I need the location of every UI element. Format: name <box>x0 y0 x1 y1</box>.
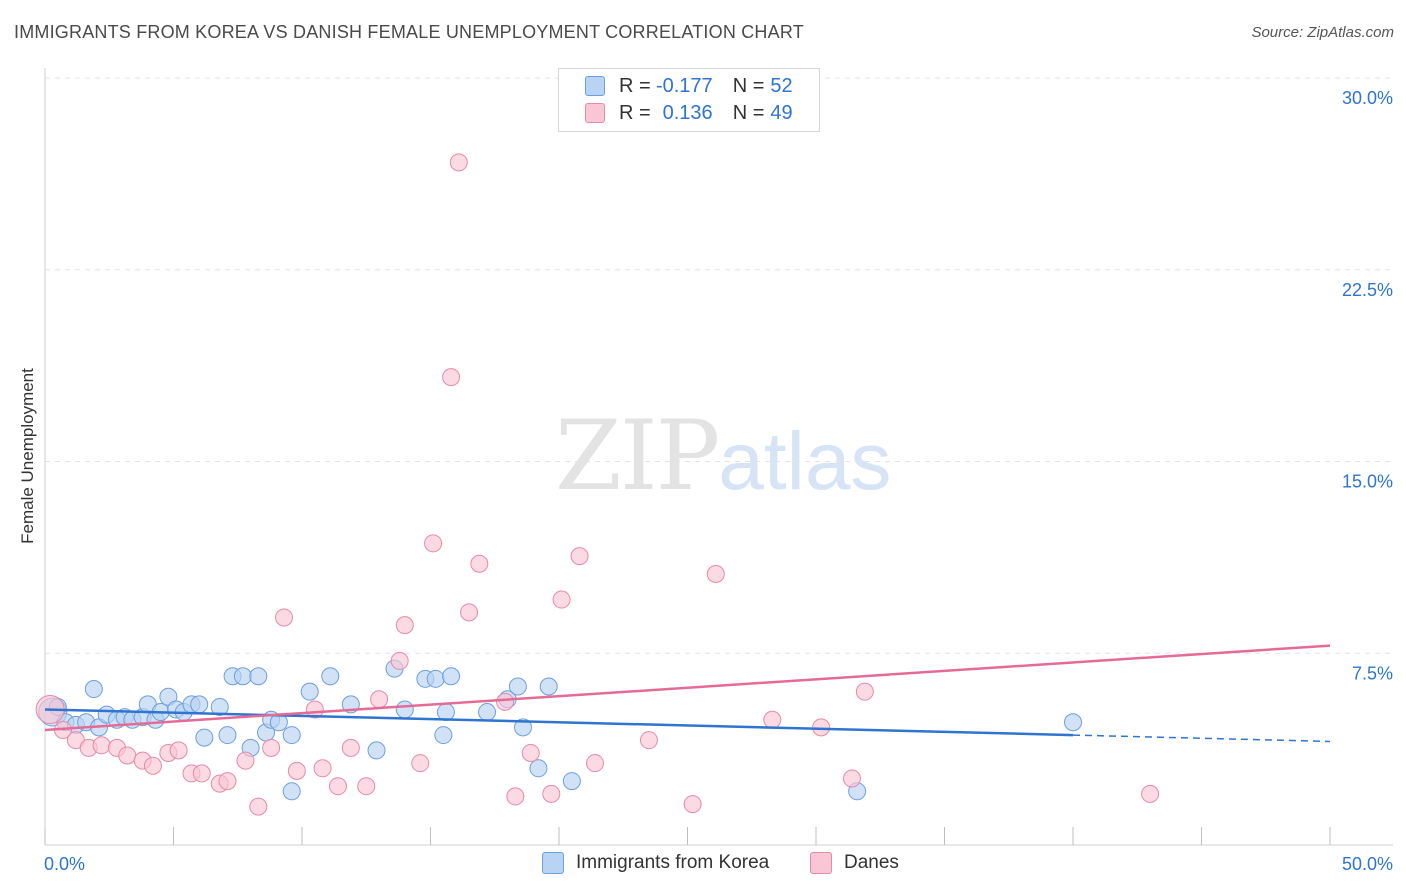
korea-point <box>508 677 527 696</box>
series-legend-label-danes: Danes <box>844 852 899 873</box>
korea-point <box>195 728 214 747</box>
legend-r-value-korea: -0.177 <box>655 74 713 97</box>
danes-point <box>218 772 237 791</box>
correlation-legend: R = -0.177 N = 52 R = 0.136 N = 49 <box>558 68 820 132</box>
y-tick-label: 30.0% <box>1342 88 1393 108</box>
korea-point <box>300 682 319 701</box>
korea-point <box>426 669 445 688</box>
korea-point <box>514 718 533 737</box>
danes-point <box>552 590 571 609</box>
danes-point <box>496 692 515 711</box>
korea-point <box>478 703 497 722</box>
korea-point <box>539 677 558 696</box>
danes-point <box>570 547 589 566</box>
danes-point <box>287 761 306 780</box>
y-tick-label: 22.5% <box>1342 280 1393 300</box>
legend-r-label: R = <box>619 101 651 124</box>
x-tick-label: 50.0% <box>1342 854 1393 874</box>
korea-point <box>395 700 414 719</box>
danes-point <box>313 759 332 778</box>
danes-point <box>812 718 831 737</box>
danes-point <box>683 795 702 814</box>
korea-point <box>249 667 268 686</box>
danes-point <box>169 741 188 760</box>
korea-point <box>434 726 453 745</box>
danes-point <box>1141 784 1160 803</box>
danes-point <box>460 603 479 622</box>
series-legend-korea: Immigrants from Korea <box>542 852 769 874</box>
source-label: Source: ZipAtlas.com <box>1251 24 1394 41</box>
legend-n-value-danes: 49 <box>770 101 793 124</box>
korea-trend-line <box>44 708 1074 737</box>
korea-trend-line-extension <box>1072 734 1331 743</box>
series-legend-label-korea: Immigrants from Korea <box>576 852 770 873</box>
danes-point <box>390 651 409 670</box>
series-swatch-korea <box>542 852 564 874</box>
danes-point <box>357 777 376 796</box>
x-tick-label: 0.0% <box>44 854 85 874</box>
legend-n-label: N = <box>732 101 765 124</box>
legend-row-korea: R = -0.177 N = 52 <box>585 75 793 97</box>
danes-point <box>449 153 468 172</box>
danes-point <box>585 754 604 773</box>
danes-point <box>249 797 268 816</box>
series-legend-danes: Danes <box>810 852 899 874</box>
danes-point <box>763 710 782 729</box>
legend-r-label: R = <box>619 74 651 97</box>
legend-swatch-korea <box>585 76 605 96</box>
danes-trend-line <box>44 644 1331 732</box>
korea-point <box>190 695 209 714</box>
korea-point <box>210 697 229 716</box>
korea-point <box>282 726 301 745</box>
danes-point <box>143 756 162 775</box>
korea-point <box>529 759 548 778</box>
korea-point <box>218 726 237 745</box>
danes-point <box>92 736 111 755</box>
watermark: ZIPatlas <box>555 400 891 512</box>
danes-point <box>275 608 294 627</box>
legend-n-value-korea: 52 <box>770 74 793 97</box>
danes-point <box>424 534 443 553</box>
danes-point <box>521 743 540 762</box>
danes-point <box>506 787 525 806</box>
chart-title: IMMIGRANTS FROM KOREA VS DANISH FEMALE U… <box>14 22 804 42</box>
danes-point <box>262 738 281 757</box>
korea-point <box>367 741 386 760</box>
danes-point <box>192 764 211 783</box>
korea-point <box>321 667 340 686</box>
danes-point <box>236 751 255 770</box>
series-legend: Immigrants from Korea Danes <box>0 852 1406 878</box>
korea-point <box>436 703 455 722</box>
legend-r-value-danes: 0.136 <box>662 101 713 124</box>
korea-point <box>233 667 252 686</box>
y-tick-label: 7.5% <box>1352 663 1393 683</box>
legend-row-danes: R = 0.136 N = 49 <box>585 102 793 124</box>
danes-point <box>639 731 658 750</box>
legend-n-label: N = <box>732 74 765 97</box>
korea-point <box>442 667 461 686</box>
danes-point <box>341 738 360 757</box>
danes-point <box>411 754 430 773</box>
korea-point <box>1064 713 1082 732</box>
danes-point <box>470 554 489 573</box>
y-tick-label: 15.0% <box>1342 472 1393 492</box>
korea-point <box>84 680 103 699</box>
danes-point <box>370 690 389 709</box>
danes-point <box>855 682 874 701</box>
danes-point <box>542 784 561 803</box>
danes-point <box>706 564 725 583</box>
danes-point <box>442 368 461 387</box>
danes-point <box>842 769 861 788</box>
series-swatch-danes <box>810 852 832 874</box>
korea-point <box>282 782 301 801</box>
danes-point <box>395 616 414 635</box>
danes-point <box>118 746 137 765</box>
danes-point <box>328 777 347 796</box>
korea-point <box>562 772 581 791</box>
watermark-zip: ZIP <box>555 400 720 512</box>
legend-swatch-danes <box>585 103 605 123</box>
